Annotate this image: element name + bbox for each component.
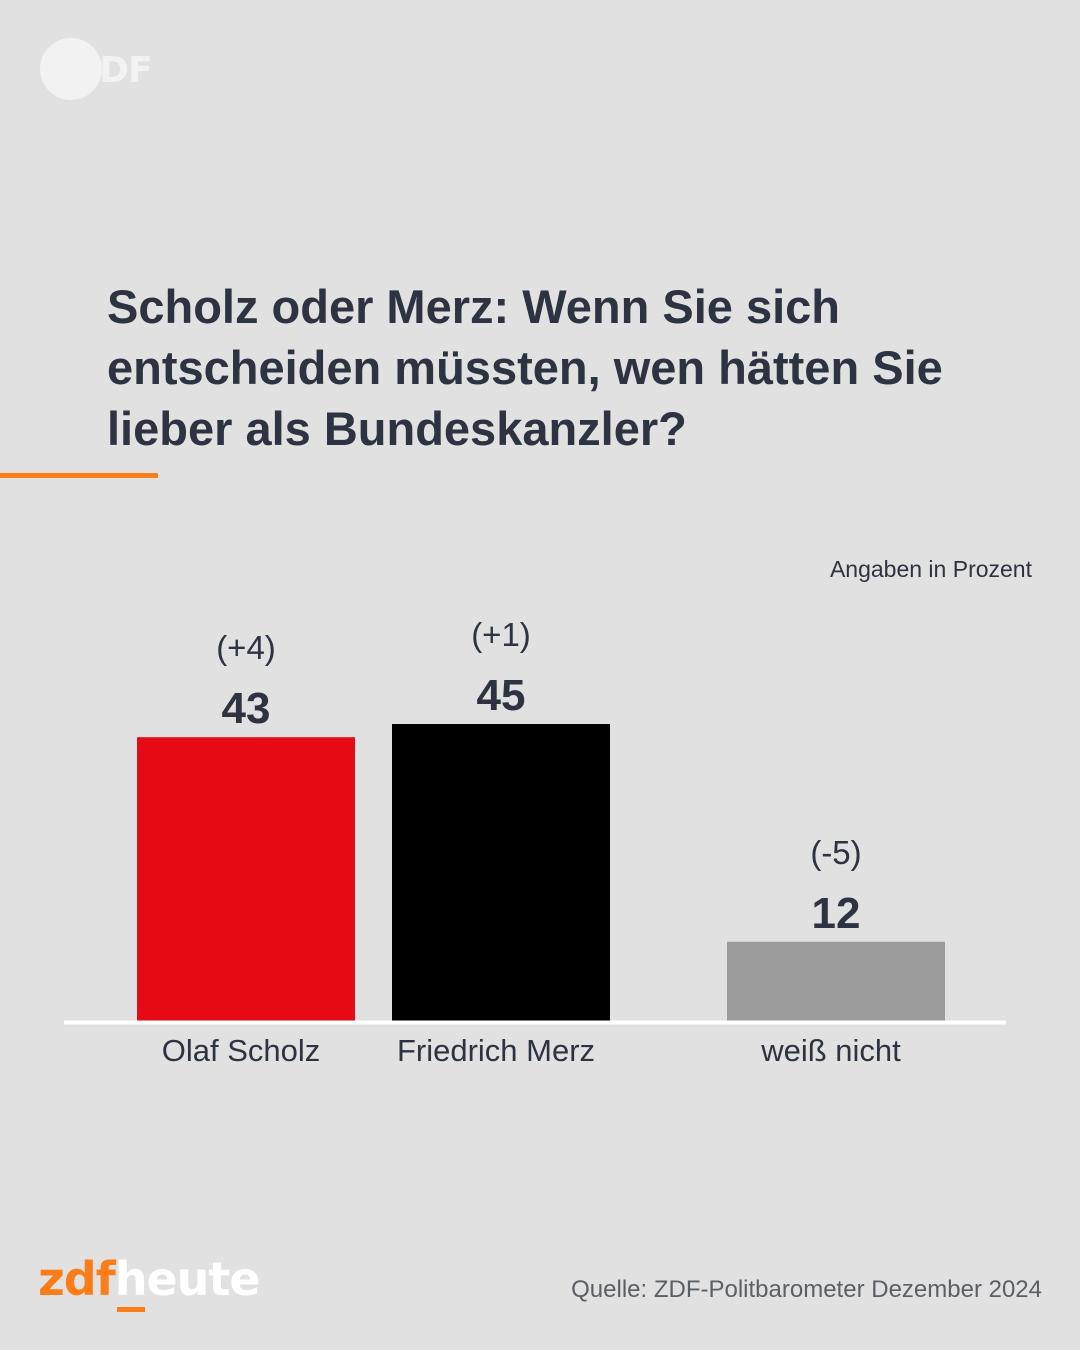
zdfheute-logo-heute: heute	[114, 1252, 261, 1306]
zdf-logo: ZDF	[40, 38, 170, 102]
bar	[392, 724, 610, 1021]
zdf-logo-circle	[40, 38, 102, 100]
bar-value-label: 43	[222, 684, 271, 733]
bar-value-label: 12	[812, 889, 861, 938]
bar-change-label: (+4)	[216, 629, 276, 666]
zdfheute-logo: zdfheute	[38, 1252, 261, 1314]
bar-change-label: (+1)	[471, 616, 531, 653]
category-label: Friedrich Merz	[397, 1033, 595, 1068]
bar	[727, 941, 945, 1021]
chart-title: Scholz oder Merz: Wenn Sie sich entschei…	[107, 280, 943, 455]
accent-divider	[0, 473, 158, 478]
category-label: Olaf Scholz	[162, 1033, 321, 1068]
bar-value-label: 45	[477, 671, 526, 720]
zdfheute-logo-zdf: zdf	[38, 1252, 116, 1306]
bar-change-label: (-5)	[810, 834, 861, 871]
bar	[137, 737, 355, 1021]
category-label: weiß nicht	[760, 1033, 901, 1068]
source-note: Quelle: ZDF-Politbarometer Dezember 2024	[571, 1276, 1042, 1303]
unit-label: Angaben in Prozent	[829, 556, 1032, 582]
zdf-logo-text: ZDF	[74, 50, 153, 91]
